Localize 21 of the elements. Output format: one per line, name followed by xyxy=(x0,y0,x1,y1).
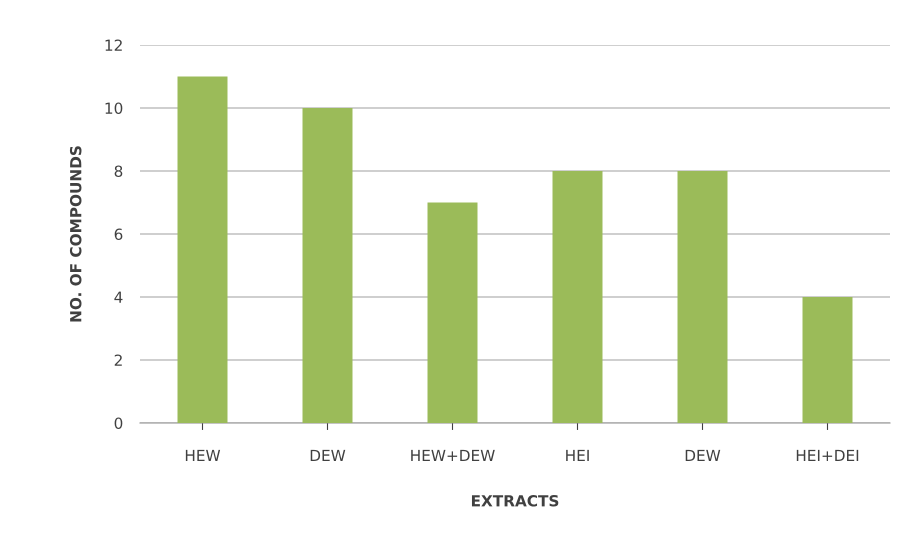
bar xyxy=(552,171,602,423)
y-tick-label: 2 xyxy=(114,354,122,366)
y-tick-label: 0 xyxy=(114,417,122,430)
x-tick-label: HEW xyxy=(186,450,220,461)
bar xyxy=(678,171,728,423)
y-tick-label: 8 xyxy=(114,165,122,178)
x-tick-label: HEI+DEI xyxy=(796,450,858,461)
bar xyxy=(178,76,228,423)
x-tick-label: HEW+DEW xyxy=(411,450,495,461)
bar xyxy=(802,297,852,423)
y-tick-label: 6 xyxy=(114,228,122,240)
bar xyxy=(302,108,352,423)
y-tick-label: 10 xyxy=(106,102,122,114)
y-tick-label: 4 xyxy=(114,292,122,303)
x-axis-title: EXTRACTS xyxy=(472,495,558,507)
y-axis-title: NO. OF COMPOUNDS xyxy=(70,146,82,322)
y-tick-label: 12 xyxy=(106,39,122,51)
x-tick-label: HEI xyxy=(566,450,589,461)
x-tick-label: DEW xyxy=(310,450,346,461)
bar xyxy=(428,202,478,423)
x-tick-label: DEW xyxy=(686,450,720,461)
